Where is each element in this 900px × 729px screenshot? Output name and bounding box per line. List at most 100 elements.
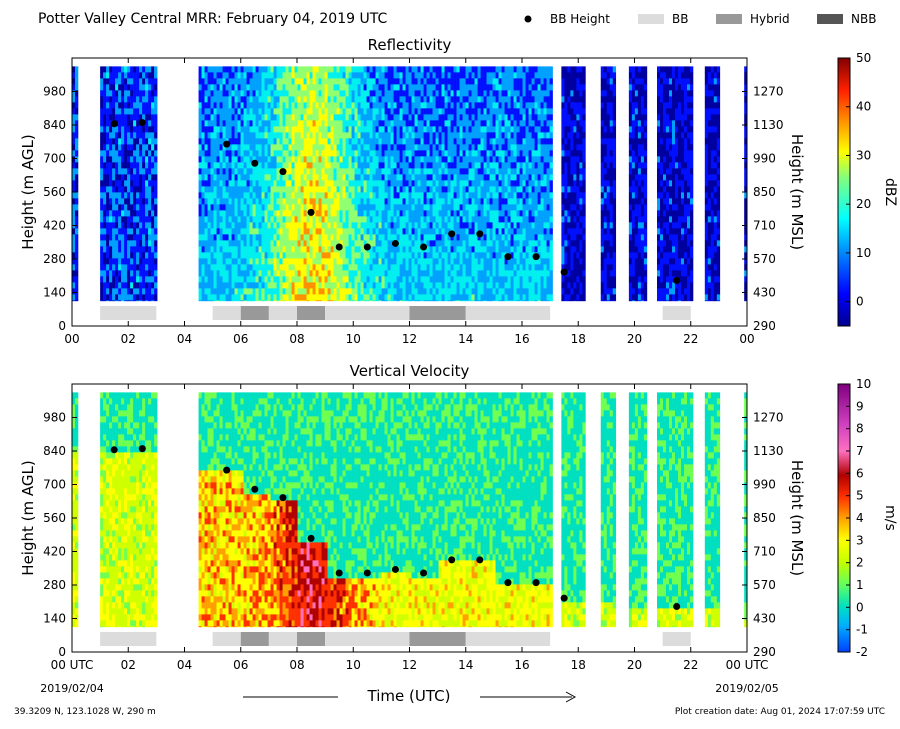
heatmap-cell (412, 84, 415, 90)
heatmap-cell (313, 66, 316, 72)
heatmap-cell (343, 204, 346, 210)
heatmap-cell (142, 144, 145, 150)
heatmap-cell (307, 132, 310, 138)
heatmap-cell (241, 204, 244, 210)
heatmap-cell (292, 144, 295, 150)
heatmap-cell (409, 192, 412, 198)
heatmap-cell (145, 264, 148, 270)
heatmap-cell (235, 186, 238, 192)
heatmap-cell (475, 246, 478, 252)
heatmap-cell (400, 78, 403, 84)
heatmap-cell (322, 204, 325, 210)
heatmap-cell (391, 144, 394, 150)
heatmap-cell (400, 132, 403, 138)
heatmap-cell (388, 210, 391, 216)
heatmap-cell (115, 258, 118, 264)
heatmap-cell (292, 294, 295, 300)
heatmap-cell (358, 126, 361, 132)
heatmap-cell (388, 228, 391, 234)
heatmap-cell (106, 156, 109, 162)
heatmap-cell (337, 150, 340, 156)
heatmap-cell (301, 258, 304, 264)
heatmap-cell (226, 180, 229, 186)
heatmap-cell (391, 126, 394, 132)
heatmap-cell (130, 90, 133, 96)
heatmap-cell (316, 84, 319, 90)
heatmap-cell (106, 126, 109, 132)
heatmap-cell (208, 180, 211, 186)
heatmap-cell (217, 66, 220, 72)
heatmap-cell (337, 132, 340, 138)
heatmap-cell (505, 276, 508, 282)
heatmap-cell (295, 246, 298, 252)
heatmap-cell (382, 162, 385, 168)
heatmap-cell (277, 72, 280, 78)
heatmap-cell (478, 114, 481, 120)
heatmap-cell (199, 228, 202, 234)
heatmap-cell (232, 72, 235, 78)
heatmap-cell (475, 144, 478, 150)
heatmap-cell (151, 210, 154, 216)
heatmap-cell (502, 138, 505, 144)
heatmap-cell (415, 96, 418, 102)
heatmap-cell (370, 126, 373, 132)
heatmap-cell (487, 126, 490, 132)
heatmap-cell (343, 228, 346, 234)
heatmap-cell (250, 126, 253, 132)
heatmap-cell (214, 102, 217, 108)
heatmap-cell (133, 222, 136, 228)
heatmap-cell (235, 228, 238, 234)
heatmap-cell (352, 294, 355, 300)
heatmap-cell (118, 270, 121, 276)
heatmap-cell (130, 168, 133, 174)
heatmap-cell (259, 96, 262, 102)
heatmap-cell (427, 66, 430, 72)
heatmap-cell (337, 90, 340, 96)
heatmap-cell (124, 78, 127, 84)
heatmap-cell (439, 258, 442, 264)
heatmap-cell (124, 90, 127, 96)
heatmap-cell (223, 222, 226, 228)
heatmap-cell (277, 228, 280, 234)
heatmap-cell (337, 264, 340, 270)
heatmap-cell (439, 180, 442, 186)
heatmap-cell (466, 252, 469, 258)
heatmap-cell (241, 84, 244, 90)
heatmap-cell (100, 132, 103, 138)
heatmap-cell (481, 294, 484, 300)
heatmap-cell (274, 168, 277, 174)
heatmap-cell (409, 234, 412, 240)
heatmap-cell (367, 84, 370, 90)
heatmap-cell (289, 144, 292, 150)
heatmap-cell (214, 186, 217, 192)
heatmap-cell (199, 240, 202, 246)
heatmap-cell (244, 216, 247, 222)
heatmap-cell (289, 156, 292, 162)
heatmap-cell (505, 72, 508, 78)
heatmap-cell (100, 294, 103, 300)
heatmap-cell (331, 258, 334, 264)
heatmap-cell (331, 276, 334, 282)
heatmap-cell (340, 144, 343, 150)
heatmap-cell (436, 156, 439, 162)
heatmap-cell (235, 240, 238, 246)
heatmap-cell (379, 90, 382, 96)
heatmap-cell (106, 144, 109, 150)
heatmap-cell (367, 270, 370, 276)
heatmap-cell (109, 78, 112, 84)
heatmap-cell (442, 210, 445, 216)
heatmap-cell (388, 252, 391, 258)
heatmap-cell (487, 96, 490, 102)
heatmap-cell (310, 276, 313, 282)
heatmap-cell (121, 222, 124, 228)
heatmap-cell (331, 186, 334, 192)
heatmap-cell (442, 78, 445, 84)
heatmap-cell (352, 90, 355, 96)
heatmap-cell (499, 126, 502, 132)
heatmap-cell (484, 276, 487, 282)
heatmap-cell (481, 240, 484, 246)
heatmap-cell (469, 132, 472, 138)
heatmap-cell (373, 66, 376, 72)
heatmap-cell (241, 252, 244, 258)
heatmap-cell (232, 216, 235, 222)
